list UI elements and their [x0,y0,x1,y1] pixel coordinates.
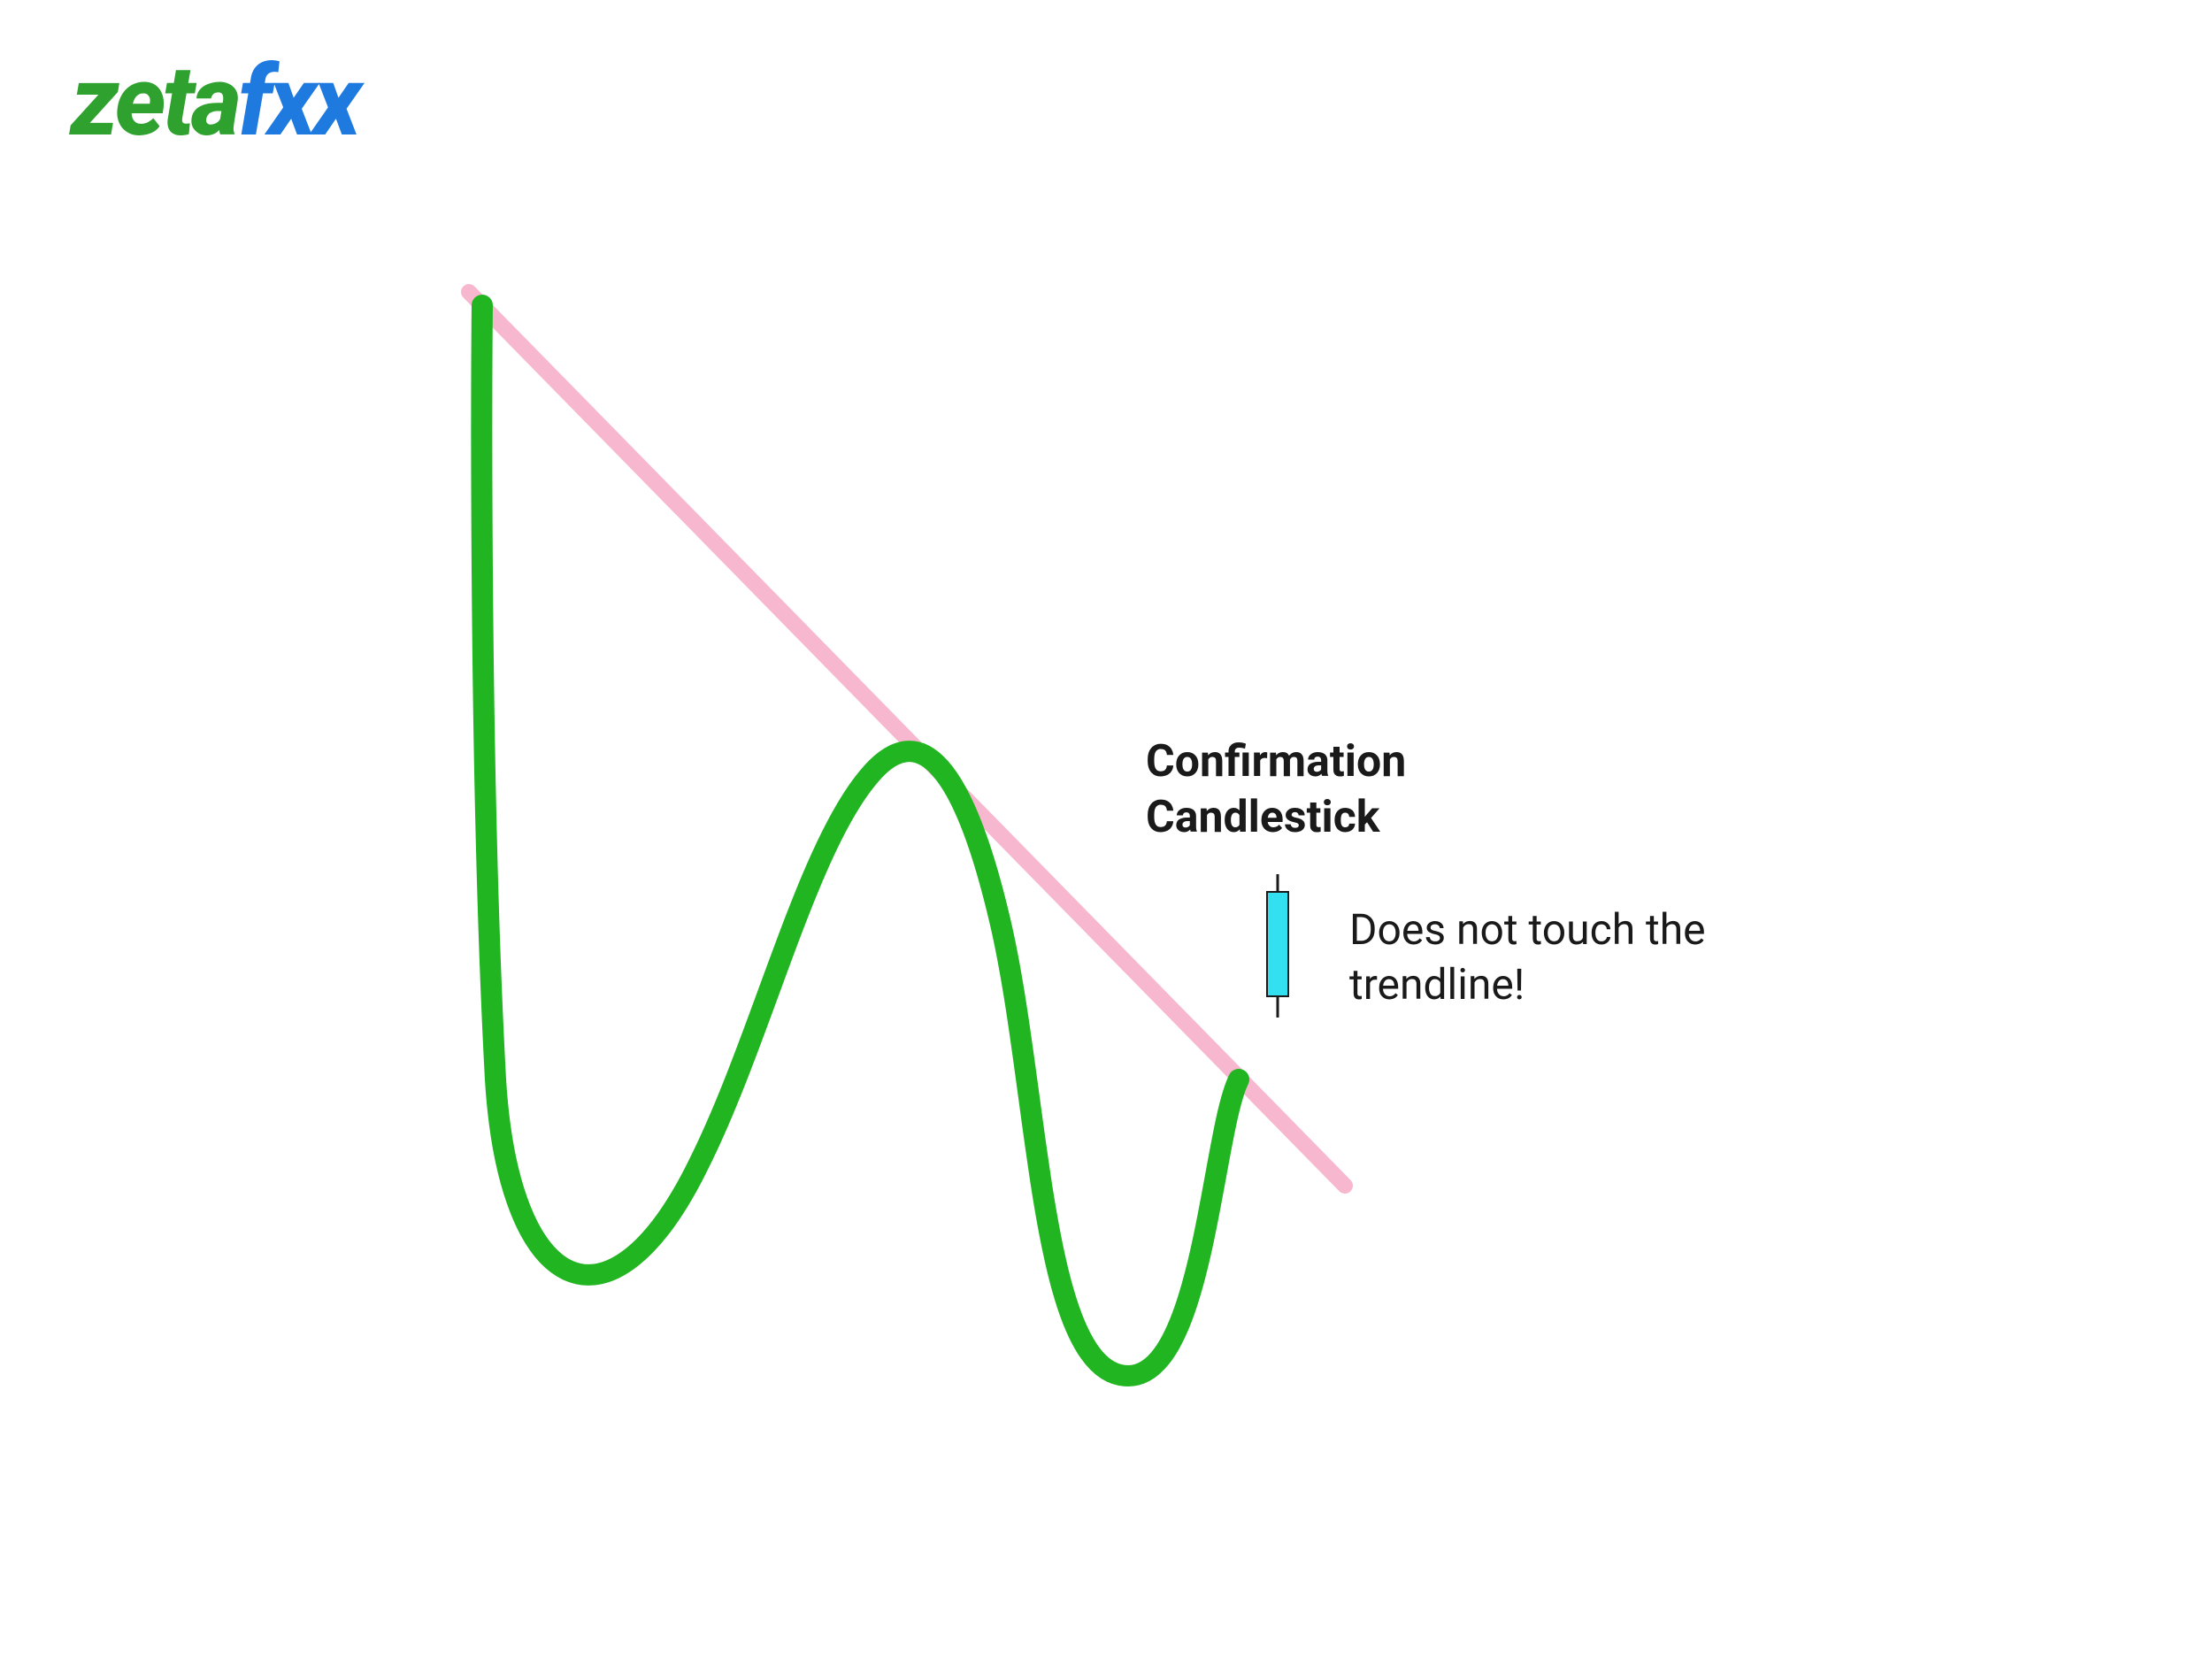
trading-diagram [0,0,2212,1659]
annotation-title-line1: Confirmation [1146,734,1406,790]
annotation-title: Confirmation Candlestick [1146,734,1406,845]
annotation-note-line2: trendline! [1349,957,1706,1012]
diagram-canvas: zetafxx Confirmation Candlestick Does no… [0,0,2212,1659]
annotation-title-line2: Candlestick [1146,790,1406,846]
annotation-note-line1: Does not touch the [1349,902,1706,957]
candlestick-body [1267,892,1288,996]
price-curve [481,305,1239,1376]
annotation-note: Does not touch the trendline! [1349,902,1706,1013]
